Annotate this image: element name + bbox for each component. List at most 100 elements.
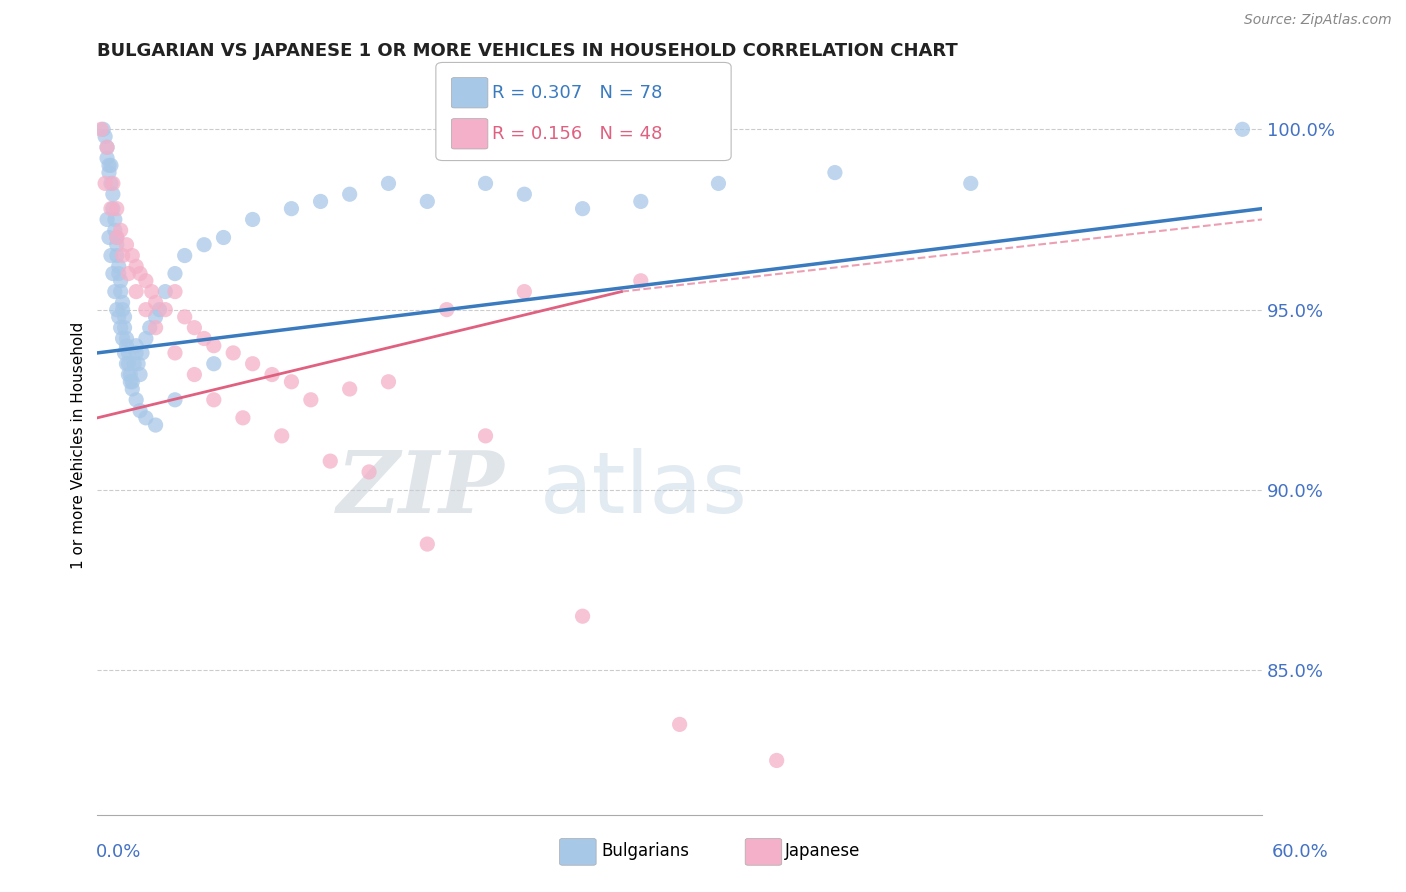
Text: 0.0%: 0.0%	[96, 843, 141, 861]
Point	[630, 194, 652, 209]
Point	[111, 302, 134, 317]
Point	[193, 237, 215, 252]
Point	[117, 357, 139, 371]
Point	[107, 310, 129, 324]
Point	[824, 165, 846, 179]
Point	[115, 331, 138, 345]
Text: Bulgarians: Bulgarians	[602, 842, 690, 860]
Point	[141, 285, 163, 299]
Point	[114, 310, 136, 324]
Point	[163, 267, 186, 281]
Point	[416, 194, 439, 209]
Point	[139, 320, 162, 334]
Point	[100, 248, 122, 262]
Point	[280, 375, 302, 389]
Text: Japanese: Japanese	[785, 842, 860, 860]
Text: R = 0.156   N = 48: R = 0.156 N = 48	[492, 125, 662, 143]
Point	[90, 122, 112, 136]
Point	[111, 331, 134, 345]
Point	[104, 223, 127, 237]
Point	[110, 320, 132, 334]
Point	[125, 392, 148, 407]
Point	[299, 392, 322, 407]
Point	[630, 274, 652, 288]
Point	[242, 212, 264, 227]
Point	[339, 382, 361, 396]
Text: R = 0.307   N = 78: R = 0.307 N = 78	[492, 84, 662, 102]
Point	[94, 177, 117, 191]
Point	[101, 202, 124, 216]
Point	[260, 368, 283, 382]
Point	[105, 302, 128, 317]
Point	[111, 295, 134, 310]
Point	[183, 320, 205, 334]
Point	[193, 331, 215, 345]
Point	[105, 248, 128, 262]
Point	[117, 346, 139, 360]
Point	[94, 129, 117, 144]
Point	[163, 392, 186, 407]
Point	[121, 382, 143, 396]
Text: Source: ZipAtlas.com: Source: ZipAtlas.com	[1244, 13, 1392, 28]
Point	[436, 302, 458, 317]
Point	[280, 202, 302, 216]
Point	[105, 237, 128, 252]
Point	[120, 368, 142, 382]
Point	[135, 274, 157, 288]
Point	[105, 230, 128, 244]
Point	[125, 339, 148, 353]
Point	[474, 429, 496, 443]
Point	[474, 177, 496, 191]
Point	[96, 140, 118, 154]
Text: ZIP: ZIP	[337, 448, 505, 531]
Point	[110, 274, 132, 288]
Point	[101, 267, 124, 281]
Point	[100, 158, 122, 172]
Point	[115, 339, 138, 353]
Point	[571, 202, 593, 216]
Point	[163, 285, 186, 299]
Point	[202, 357, 225, 371]
Point	[98, 165, 121, 179]
Point	[104, 285, 127, 299]
Point	[513, 285, 536, 299]
Point	[98, 230, 121, 244]
Point	[212, 230, 235, 244]
Point	[121, 248, 143, 262]
Point	[377, 375, 399, 389]
Point	[173, 248, 195, 262]
Point	[202, 339, 225, 353]
Point	[707, 177, 730, 191]
Point	[96, 140, 118, 154]
Point	[222, 346, 245, 360]
Point	[115, 237, 138, 252]
Point	[416, 537, 439, 551]
Point	[98, 158, 121, 172]
Point	[96, 212, 118, 227]
Point	[377, 177, 399, 191]
Point	[127, 357, 149, 371]
Point	[107, 267, 129, 281]
Point	[202, 392, 225, 407]
Point	[155, 302, 177, 317]
Point	[232, 410, 254, 425]
Point	[359, 465, 381, 479]
Point	[115, 357, 138, 371]
Point	[155, 285, 177, 299]
Point	[122, 357, 145, 371]
Point	[513, 187, 536, 202]
Point	[339, 187, 361, 202]
Point	[765, 754, 787, 768]
Point	[105, 230, 128, 244]
Point	[117, 267, 139, 281]
Point	[120, 375, 142, 389]
Point	[111, 248, 134, 262]
Y-axis label: 1 or more Vehicles in Household: 1 or more Vehicles in Household	[72, 321, 86, 568]
Text: atlas: atlas	[540, 448, 748, 531]
Point	[101, 177, 124, 191]
Point	[125, 285, 148, 299]
Point	[1232, 122, 1254, 136]
Point	[96, 151, 118, 165]
Point	[121, 375, 143, 389]
Point	[135, 302, 157, 317]
